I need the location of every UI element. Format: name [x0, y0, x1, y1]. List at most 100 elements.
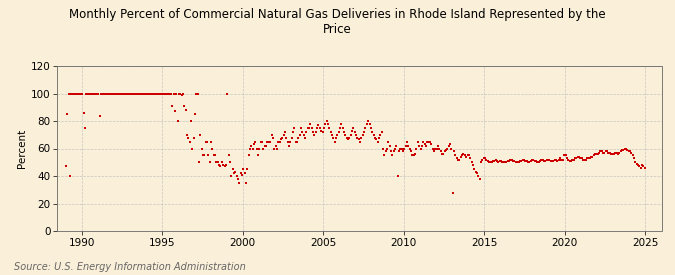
Point	[242, 167, 252, 171]
Point	[481, 157, 491, 162]
Point	[387, 153, 398, 158]
Point	[195, 133, 206, 137]
Point	[182, 133, 192, 137]
Point	[603, 150, 614, 155]
Point	[483, 160, 494, 164]
Point	[279, 130, 290, 134]
Point	[340, 133, 351, 137]
Point	[186, 119, 196, 123]
Point	[149, 91, 160, 96]
Point	[491, 159, 502, 163]
Point	[457, 153, 468, 158]
Point	[528, 157, 539, 162]
Point	[274, 139, 285, 144]
Point	[560, 153, 571, 158]
Point	[461, 155, 472, 159]
Point	[343, 137, 354, 141]
Point	[194, 160, 205, 164]
Point	[508, 159, 518, 163]
Point	[134, 91, 145, 96]
Point	[137, 91, 148, 96]
Point	[121, 91, 132, 96]
Point	[254, 146, 265, 151]
Point	[160, 91, 171, 96]
Point	[369, 135, 380, 140]
Point	[554, 157, 564, 162]
Point	[179, 104, 190, 108]
Point	[89, 91, 100, 96]
Point	[631, 161, 642, 166]
Point	[583, 156, 594, 160]
Point	[448, 190, 458, 195]
Point	[97, 91, 108, 96]
Point	[118, 91, 129, 96]
Point	[263, 139, 274, 144]
Point	[619, 146, 630, 151]
Point	[567, 157, 578, 162]
Point	[482, 159, 493, 163]
Point	[199, 153, 210, 158]
Point	[81, 91, 92, 96]
Point	[219, 164, 230, 169]
Point	[407, 153, 418, 158]
Point	[271, 146, 282, 151]
Point	[564, 159, 575, 163]
Point	[215, 164, 226, 169]
Point	[545, 159, 556, 163]
Point	[620, 146, 631, 151]
Point	[608, 152, 619, 156]
Point	[103, 91, 113, 96]
Point	[207, 146, 218, 151]
Point	[122, 91, 133, 96]
Point	[111, 91, 122, 96]
Point	[258, 146, 269, 151]
Point	[329, 139, 340, 144]
Point	[128, 91, 138, 96]
Point	[380, 149, 391, 153]
Point	[225, 160, 236, 164]
Point	[421, 144, 431, 148]
Point	[362, 119, 373, 123]
Point	[105, 91, 116, 96]
Point	[536, 157, 547, 162]
Point	[456, 155, 466, 159]
Point	[151, 91, 161, 96]
Point	[580, 157, 591, 162]
Point	[435, 149, 446, 153]
Point	[356, 135, 367, 140]
Point	[384, 144, 395, 148]
Point	[320, 122, 331, 126]
Point	[510, 160, 521, 164]
Point	[379, 153, 389, 158]
Point	[188, 135, 199, 140]
Point	[494, 159, 505, 163]
Point	[589, 153, 599, 158]
Point	[571, 156, 582, 160]
Point	[155, 91, 165, 96]
Point	[290, 139, 301, 144]
Point	[351, 133, 362, 137]
Point	[336, 122, 347, 126]
Point	[403, 144, 414, 148]
Point	[610, 150, 620, 155]
Point	[70, 91, 81, 96]
Point	[108, 91, 119, 96]
Point	[398, 149, 408, 153]
Point	[167, 104, 178, 108]
Point	[146, 91, 157, 96]
Point	[169, 109, 180, 114]
Point	[634, 164, 645, 169]
Point	[563, 157, 574, 162]
Point	[286, 135, 297, 140]
Point	[333, 130, 344, 134]
Point	[227, 167, 238, 171]
Point	[142, 91, 153, 96]
Point	[365, 126, 376, 130]
Point	[537, 157, 548, 162]
Point	[61, 164, 72, 169]
Point	[559, 153, 570, 158]
Point	[514, 159, 525, 163]
Point	[129, 91, 140, 96]
Point	[495, 159, 506, 163]
Point	[357, 133, 368, 137]
